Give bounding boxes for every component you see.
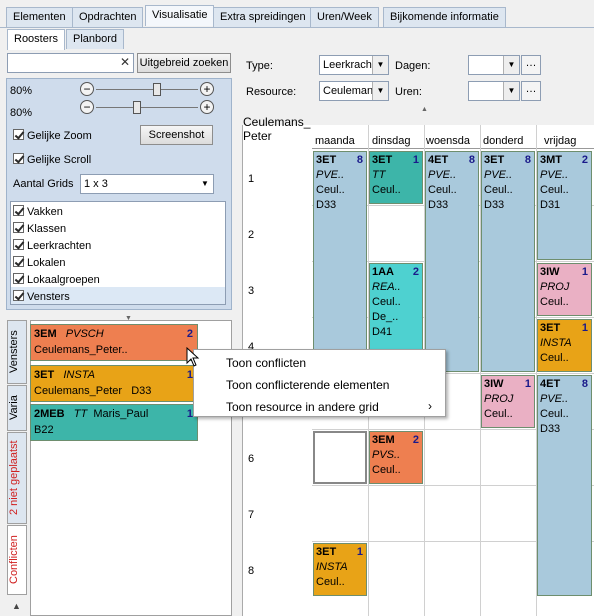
layer-selected-highlight <box>11 287 225 304</box>
search-input[interactable] <box>7 53 134 73</box>
hours-more-button[interactable]: … <box>521 81 541 101</box>
day-header: vrijdag <box>544 135 577 147</box>
days-label: Dagen: <box>395 60 431 72</box>
menu-item-show-conflicts[interactable]: Toon conflicten <box>226 356 307 370</box>
day-header: dinsdag <box>372 135 411 147</box>
hour-label: 4 <box>248 341 255 353</box>
tab-divider <box>0 27 594 28</box>
menu-item-show-resource-other-grid[interactable]: Toon resource in andere grid <box>226 400 379 414</box>
grid-line <box>312 373 594 374</box>
lesson-cell[interactable]: 3IW 1 PROJ Ceul.. <box>481 375 535 428</box>
lesson-cell[interactable]: 3ET 1 TT Ceul.. <box>369 151 423 204</box>
conflict-item[interactable]: 3ET INSTA 1 Ceulemans_Peter D33 <box>30 365 198 402</box>
zoom-value-1: 80% <box>10 85 33 97</box>
equal-zoom-checkbox[interactable]: Gelijke Zoom <box>13 129 92 142</box>
day-header: woensda <box>426 135 471 147</box>
hours-label: Uren: <box>395 86 422 98</box>
equal-scroll-checkbox[interactable]: Gelijke Scroll <box>13 153 91 166</box>
hour-label: 2 <box>248 229 255 241</box>
subtab-roosters[interactable]: Roosters <box>7 29 66 50</box>
zoom-slider-2[interactable] <box>132 101 141 114</box>
zoom-out-icon[interactable]: − <box>80 100 94 114</box>
subtab-planbord[interactable]: Planbord <box>66 29 125 49</box>
resource-label: Resource: <box>246 86 297 98</box>
lesson-cell[interactable]: 3ET 8 PVE.. Ceul.. D33 <box>313 151 367 376</box>
lesson-cell[interactable]: 4ET 8 PVE.. Ceul.. D33 <box>425 151 479 372</box>
collapse-up-icon[interactable]: ▲ <box>421 106 428 113</box>
grids-select[interactable]: 1 x 3 ▼ <box>80 174 214 194</box>
collapse-down-icon[interactable]: ▼ <box>125 315 132 322</box>
hour-label: 8 <box>248 565 255 577</box>
conflict-item[interactable]: 2MEB TT Maris_Paul 1 B22 <box>30 404 198 441</box>
layer-lokaalgroepen[interactable]: Lokaalgroepen <box>13 273 100 286</box>
days-more-button[interactable]: … <box>521 55 541 75</box>
day-header: donderd <box>483 135 524 147</box>
chevron-right-icon: › <box>428 399 432 413</box>
grid-line <box>312 429 594 430</box>
hour-label: 7 <box>248 509 255 521</box>
side-tab-varia[interactable]: Varia <box>7 385 27 431</box>
day-header: maanda <box>315 135 355 147</box>
type-select[interactable]: Leerkracht ▼ <box>319 55 389 75</box>
grid-line <box>480 125 481 616</box>
grid-line <box>312 541 594 542</box>
clear-icon[interactable]: ✕ <box>119 55 131 69</box>
layer-vakken[interactable]: Vakken <box>13 205 63 218</box>
advanced-search-button[interactable]: Uitgebreid zoeken <box>137 53 231 73</box>
day-header-row <box>312 125 594 149</box>
grids-label: Aantal Grids <box>13 178 74 190</box>
lesson-cell[interactable]: 3IW 1 PROJ Ceul.. <box>537 263 592 316</box>
lesson-cell[interactable]: 3EM 2 PVS.. Ceul.. <box>369 431 423 484</box>
lesson-cell[interactable]: 3ET 8 PVE.. Ceul.. D33 <box>481 151 535 372</box>
layer-klassen[interactable]: Klassen <box>13 222 66 235</box>
lesson-cell[interactable]: 3ET 1 INSTA Ceul.. <box>313 543 367 596</box>
layer-leerkrachten[interactable]: Leerkrachten <box>13 239 91 252</box>
tab-uren-week[interactable]: Uren/Week <box>310 7 379 27</box>
hour-label: 3 <box>248 285 255 297</box>
layer-vensters[interactable]: Vensters <box>13 290 70 303</box>
tab-visualisatie[interactable]: Visualisatie <box>145 5 215 26</box>
tab-extra-spreidingen[interactable]: Extra spreidingen <box>213 7 313 27</box>
cursor-icon <box>186 347 200 367</box>
hour-label: 6 <box>248 453 255 465</box>
conflict-item[interactable]: 3EM PVSCH 2 Ceulemans_Peter.. <box>30 324 198 361</box>
grid-owner: Ceulemans_Peter <box>243 115 311 143</box>
context-menu <box>193 349 446 417</box>
grid-line <box>536 125 537 616</box>
scroll-up-icon[interactable]: ▲ <box>12 601 21 611</box>
tab-bijkomende-informatie[interactable]: Bijkomende informatie <box>383 7 506 27</box>
days-select[interactable]: ▼ <box>468 55 520 75</box>
lesson-cell[interactable]: 4ET 8 PVE.. Ceul.. D33 <box>537 375 592 596</box>
empty-selected-cell[interactable] <box>313 431 367 484</box>
zoom-slider-1-track <box>96 89 198 90</box>
layer-lokalen[interactable]: Lokalen <box>13 256 66 269</box>
zoom-out-icon[interactable]: − <box>80 82 94 96</box>
screenshot-button[interactable]: Screenshot <box>140 125 213 145</box>
side-tab-niet-geplaatst[interactable]: 2 niet geplaatst <box>7 432 27 524</box>
hour-label: 1 <box>248 173 255 185</box>
zoom-value-2: 80% <box>10 107 33 119</box>
zoom-slider-2-track <box>96 107 198 108</box>
zoom-slider-1[interactable] <box>153 83 162 96</box>
zoom-in-icon[interactable]: + <box>200 100 214 114</box>
type-label: Type: <box>246 60 273 72</box>
hours-select[interactable]: ▼ <box>468 81 520 101</box>
tab-opdrachten[interactable]: Opdrachten <box>72 7 144 27</box>
grid-line <box>312 485 594 486</box>
side-tab-vensters[interactable]: Vensters <box>7 320 27 384</box>
menu-item-show-conflicting-elements[interactable]: Toon conflicterende elementen <box>226 378 390 392</box>
side-tab-conflicten[interactable]: Conflicten <box>7 525 27 595</box>
lesson-cell[interactable]: 3MT 2 PVE.. Ceul.. D31 <box>537 151 592 260</box>
resource-select[interactable]: Ceulemans ▼ <box>319 81 389 101</box>
tab-elementen[interactable]: Elementen <box>6 7 73 27</box>
lesson-cell[interactable]: 3ET 1 INSTA Ceul.. <box>537 319 592 372</box>
zoom-in-icon[interactable]: + <box>200 82 214 96</box>
